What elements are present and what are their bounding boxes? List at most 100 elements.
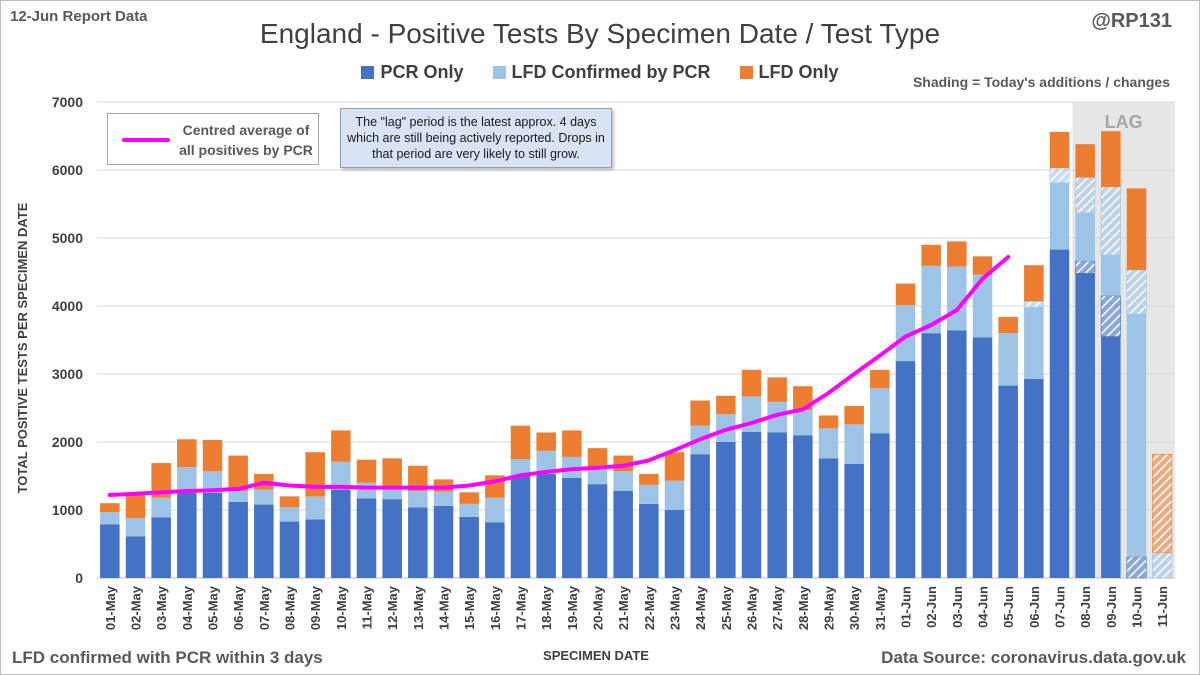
bar-pcr xyxy=(305,519,325,578)
bar-lfd-confirmed-today xyxy=(1023,300,1044,308)
x-tick-label: 06-May xyxy=(231,585,246,630)
legend-item-lfd-only: LFD Only xyxy=(739,62,839,83)
footer-note: LFD confirmed with PCR within 3 days xyxy=(12,648,323,667)
bar-lfd-confirmed xyxy=(1075,212,1095,262)
bar-lfd-confirmed xyxy=(818,428,839,459)
bar-lfd-only xyxy=(818,415,839,429)
x-tick-label: 11-Jun xyxy=(1155,586,1170,627)
bar-lfd-only xyxy=(947,241,967,267)
bar-pcr xyxy=(639,503,659,578)
legend-label-pcr: PCR Only xyxy=(380,62,464,82)
x-tick-label: 17-May xyxy=(514,585,529,630)
bar-lfd-only xyxy=(1101,131,1121,187)
x-tick-label: 29-May xyxy=(822,585,837,630)
bar-pcr xyxy=(664,510,685,578)
bar-pcr xyxy=(202,493,223,578)
chart-legend: PCR Only LFD Confirmed by PCR LFD Only xyxy=(0,62,1200,84)
bar-lfd-only xyxy=(895,283,916,306)
x-tick-label: 18-May xyxy=(539,585,554,630)
y-tick-label: 6000 xyxy=(52,162,83,178)
x-tick-label: 09-Jun xyxy=(1104,586,1119,628)
bar-pcr xyxy=(613,490,633,578)
bar-lfd-only xyxy=(408,465,428,491)
bar-lfd-confirmed xyxy=(408,490,428,508)
bar-lfd-confirmed xyxy=(228,490,248,502)
bar-lfd-only xyxy=(331,430,351,462)
bar-lfd-only xyxy=(1049,131,1070,168)
bar-lfd-confirmed xyxy=(100,512,120,525)
x-tick-label: 21-May xyxy=(616,585,631,630)
bar-pcr xyxy=(947,330,967,578)
bar-pcr xyxy=(459,516,479,578)
bar-lfd-confirmed xyxy=(870,388,890,434)
bar-lfd-confirmed xyxy=(254,489,274,505)
bar-pcr xyxy=(767,432,787,578)
bar-lfd-confirmed xyxy=(613,471,633,491)
bar-lfd-only xyxy=(100,503,120,513)
lag-label: LAG xyxy=(1105,112,1143,132)
bar-lfd-only xyxy=(716,395,736,415)
bar-lfd-only xyxy=(844,405,864,425)
average-legend-text-line-1: Centred average of xyxy=(182,122,310,138)
x-tick-label: 09-May xyxy=(308,585,323,630)
legend-label-lfd-only: LFD Only xyxy=(758,62,839,82)
y-axis-title: TOTAL POSITIVE TESTS PER SPECIMEN DATE xyxy=(15,202,30,493)
legend-item-lfd-confirmed: LFD Confirmed by PCR xyxy=(492,62,711,83)
bar-lfd-confirmed xyxy=(587,466,608,485)
bar-lfd-confirmed xyxy=(1049,182,1070,250)
x-tick-label: 08-May xyxy=(283,585,298,630)
bar-lfd-confirmed xyxy=(125,518,146,537)
bar-lfd-confirmed xyxy=(895,305,916,362)
bar-lfd-confirmed xyxy=(844,424,864,464)
bar-lfd-confirmed-today xyxy=(1100,186,1121,256)
bar-lfd-only xyxy=(459,492,479,504)
bar-lfd-only-today xyxy=(1152,453,1173,554)
author-handle: @RP131 xyxy=(1091,10,1172,32)
x-tick-label: 27-May xyxy=(770,585,785,630)
bar-lfd-confirmed xyxy=(921,265,941,334)
bar-lfd-only xyxy=(125,495,146,519)
x-tick-label: 07-Jun xyxy=(1053,586,1068,628)
bar-pcr xyxy=(536,473,556,578)
y-tick-label: 7000 xyxy=(52,94,83,110)
bar-lfd-confirmed-today xyxy=(1075,177,1096,214)
bar-lfd-confirmed xyxy=(536,450,556,474)
bar-pcr xyxy=(690,454,710,578)
bar-lfd-only xyxy=(510,425,531,459)
bar-pcr xyxy=(972,337,993,578)
x-axis-title: SPECIMEN DATE xyxy=(543,648,649,663)
bar-lfd-confirmed xyxy=(793,410,813,436)
bar-pcr xyxy=(1075,273,1095,578)
bar-lfd-confirmed xyxy=(331,461,351,490)
legend-label-lfd-confirmed: LFD Confirmed by PCR xyxy=(511,62,711,82)
bar-lfd-confirmed xyxy=(998,333,1018,386)
bar-lfd-only xyxy=(741,369,762,397)
bar-lfd-only xyxy=(1075,144,1095,178)
bar-lfd-confirmed xyxy=(459,503,479,517)
bar-pcr xyxy=(279,521,300,578)
report-date-label: 12-Jun Report Data xyxy=(10,8,148,25)
bar-lfd-confirmed xyxy=(356,482,377,499)
bar-pcr xyxy=(844,463,864,578)
x-tick-label: 03-Jun xyxy=(950,586,965,628)
bar-lfd-confirmed xyxy=(1024,307,1044,379)
bar-lfd-confirmed-today xyxy=(1152,552,1173,579)
bar-lfd-only xyxy=(356,459,377,483)
x-tick-label: 06-Jun xyxy=(1027,586,1042,628)
bar-lfd-confirmed-today xyxy=(1049,167,1070,184)
x-tick-label: 16-May xyxy=(488,585,503,630)
bar-lfd-only xyxy=(639,473,659,485)
bar-lfd-only xyxy=(536,432,556,451)
bar-lfd-confirmed xyxy=(433,491,454,506)
bar-pcr xyxy=(870,433,890,578)
bar-lfd-only xyxy=(870,369,890,389)
data-source: Data Source: coronavirus.data.gov.uk xyxy=(881,648,1186,667)
x-tick-label: 08-Jun xyxy=(1078,586,1093,628)
bar-lfd-only xyxy=(382,458,402,488)
bar-lfd-confirmed xyxy=(151,497,171,518)
bar-lfd-only xyxy=(228,455,248,491)
bar-lfd-only xyxy=(664,452,685,481)
bar-lfd-only xyxy=(279,496,300,508)
bar-pcr xyxy=(1049,249,1070,578)
average-line xyxy=(107,255,1011,497)
